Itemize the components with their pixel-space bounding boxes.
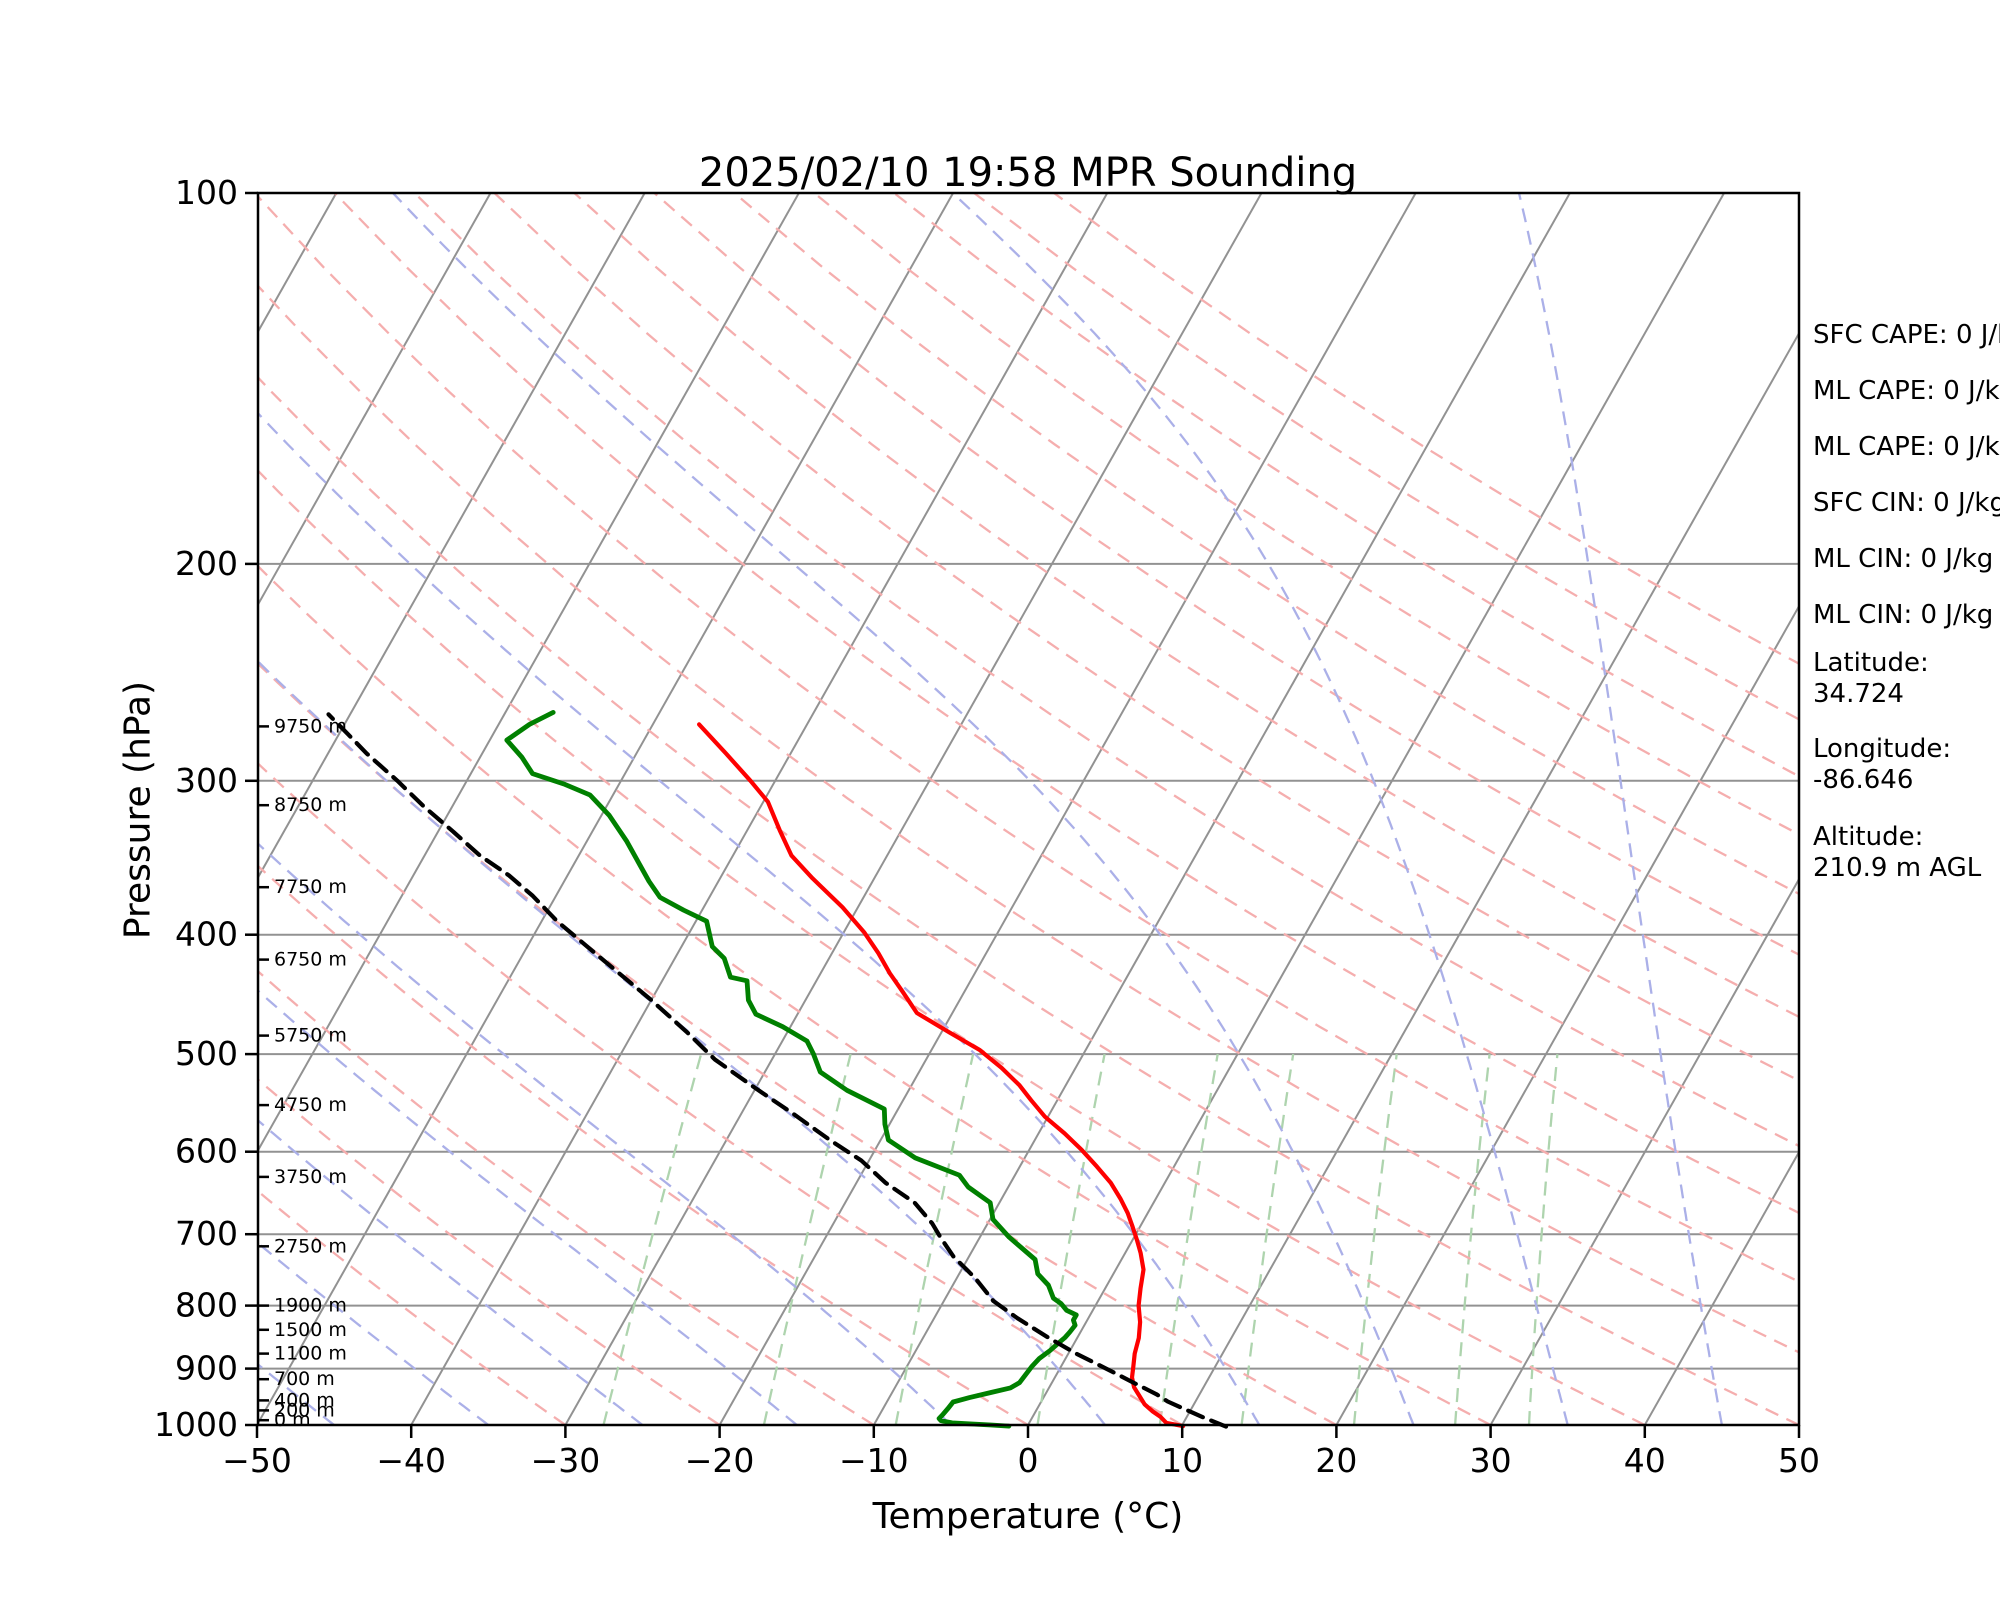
y-tick-label: 400 (175, 915, 238, 954)
y-tick-label: 700 (175, 1214, 238, 1253)
moist-adiabats (258, 193, 1799, 1426)
temperature-curve (697, 722, 1186, 1429)
cape-cin-annotation: ML CIN: 0 J/kg (1813, 600, 1994, 630)
parcel-path-curve (326, 712, 1229, 1429)
dewpoint-curve (504, 710, 1079, 1429)
y-tick-label: 600 (175, 1132, 238, 1171)
height-label: 1900 m (274, 1295, 347, 1317)
height-label: 6750 m (274, 949, 347, 971)
x-tick-label: 0 (1018, 1441, 1039, 1480)
cape-cin-annotation: ML CAPE: 0 J/kg (1813, 376, 2000, 406)
x-tick-label: −40 (376, 1441, 446, 1480)
x-tick-label: 40 (1624, 1441, 1666, 1480)
cape-cin-annotation: SFC CIN: 0 J/kg (1813, 488, 2000, 518)
x-tick-label: 10 (1161, 1441, 1203, 1480)
y-tick-label: 1000 (154, 1405, 238, 1444)
height-label: 3750 m (274, 1166, 347, 1188)
dry-adiabats (258, 193, 1799, 1427)
cape-cin-annotation: ML CIN: 0 J/kg (1813, 544, 1994, 574)
height-labels: 9750 m 8750 m 7750 m 6750 m 5750 m 4750 m 3750… (258, 715, 347, 1431)
location-annotation: Longitude: -86.646 (1813, 734, 1951, 796)
y-tick-label: 300 (175, 761, 238, 800)
cape-cin-annotation: ML CAPE: 0 J/kg (1813, 432, 2000, 462)
height-label: 9750 m (274, 715, 347, 737)
pressure-gridlines (258, 562, 1799, 1370)
height-label: 0 m (274, 1409, 311, 1431)
height-label: 200 m (274, 1399, 335, 1421)
mixing-ratio-lines (602, 1053, 1559, 1426)
x-tick-label: 20 (1315, 1441, 1357, 1480)
height-label: 8750 m (274, 794, 347, 816)
height-label: 700 m (274, 1368, 335, 1390)
location-annotation: Altitude: 210.9 m AGL (1813, 822, 1981, 884)
location-annotation-label: Longitude: (1813, 734, 1952, 764)
height-label: 5750 m (274, 1025, 347, 1047)
y-tick-label: 200 (175, 544, 238, 583)
location-annotation-value: 34.724 (1813, 679, 1904, 709)
location-annotation-value: -86.646 (1813, 765, 1914, 795)
height-label: 4750 m (274, 1094, 347, 1116)
location-annotation: Latitude: 34.724 (1813, 648, 1929, 710)
isotherms (258, 193, 1799, 1426)
y-axis-ticks: 100 200 300 400 500 600 700 800 900 1000 (154, 173, 258, 1444)
y-tick-label: 800 (175, 1286, 238, 1325)
x-tick-label: −20 (685, 1441, 755, 1480)
x-axis-label: Temperature (°C) (872, 1496, 1184, 1537)
cape-cin-annotation: SFC CAPE: 0 J/kg (1813, 320, 2000, 350)
location-annotation-label: Altitude: (1813, 822, 1924, 852)
chart-title: 2025/02/10 19:58 MPR Sounding (698, 150, 1358, 196)
height-label: 1500 m (274, 1319, 347, 1341)
height-label: 1100 m (274, 1343, 347, 1365)
y-tick-label: 500 (175, 1034, 238, 1073)
y-tick-label: 100 (175, 173, 238, 212)
y-tick-label: 900 (175, 1349, 238, 1388)
x-tick-label: 50 (1778, 1441, 1820, 1480)
x-tick-label: −30 (531, 1441, 601, 1480)
height-label: 7750 m (274, 876, 347, 898)
x-tick-label: −10 (839, 1441, 909, 1480)
location-annotation-label: Latitude: (1813, 648, 1929, 678)
x-tick-label: −50 (222, 1441, 292, 1480)
y-axis-label: Pressure (hPa) (117, 680, 159, 940)
height-label: 2750 m (274, 1235, 347, 1257)
location-annotation-value: 210.9 m AGL (1813, 853, 1982, 883)
height-label: 400 m (274, 1389, 335, 1411)
x-tick-label: 30 (1470, 1441, 1512, 1480)
x-axis-ticks: −50 −40 −30 −20 −10 0 10 20 30 40 50 (222, 1425, 1820, 1480)
